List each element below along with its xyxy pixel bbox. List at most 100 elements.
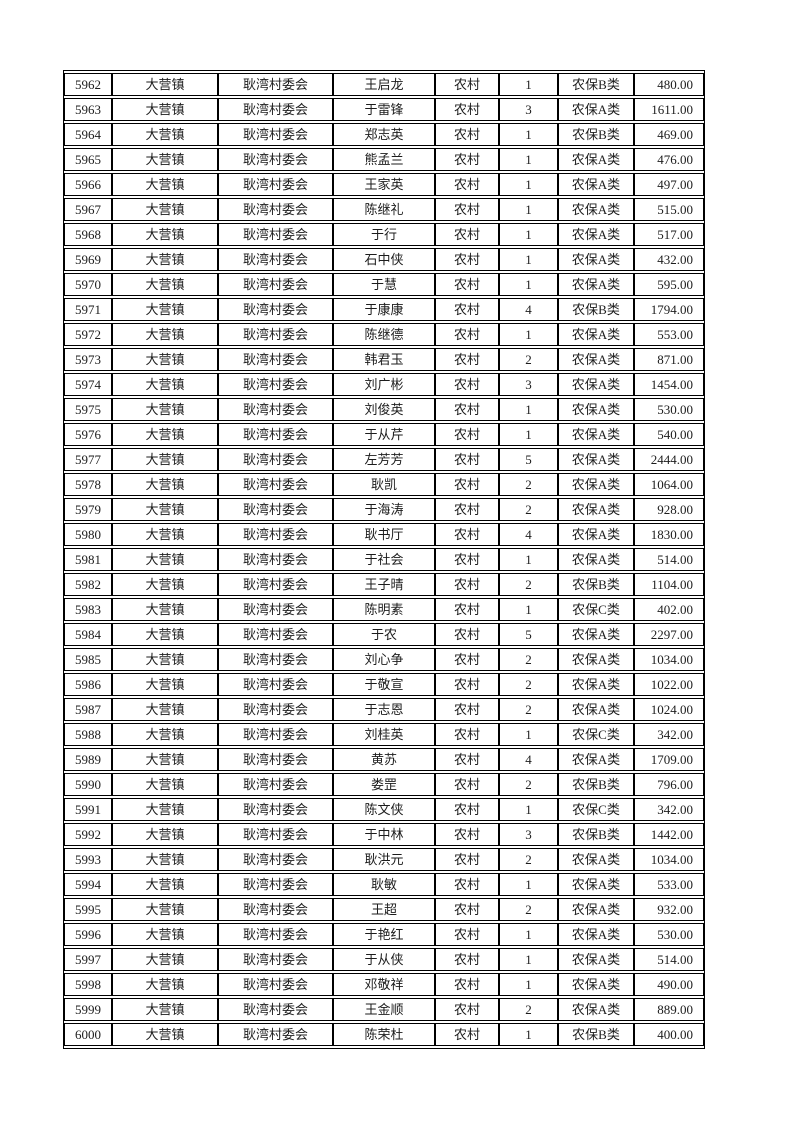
cell-town: 大营镇: [112, 223, 218, 246]
cell-village-committee: 耿湾村委会: [218, 873, 333, 896]
cell-town: 大营镇: [112, 923, 218, 946]
cell-insurance-category: 农保A类: [558, 873, 634, 896]
cell-insurance-category: 农保B类: [558, 823, 634, 846]
cell-insurance-category: 农保A类: [558, 373, 634, 396]
cell-person-count: 1: [499, 123, 558, 146]
cell-person-name: 于社会: [333, 548, 435, 571]
cell-person-name: 于农: [333, 623, 435, 646]
cell-village-committee: 耿湾村委会: [218, 198, 333, 221]
cell-person-count: 1: [499, 423, 558, 446]
cell-household-type: 农村: [435, 248, 499, 271]
cell-household-type: 农村: [435, 423, 499, 446]
cell-person-name: 陈继礼: [333, 198, 435, 221]
cell-person-name: 刘心争: [333, 648, 435, 671]
cell-person-count: 4: [499, 523, 558, 546]
cell-insurance-category: 农保A类: [558, 198, 634, 221]
cell-person-count: 1: [499, 723, 558, 746]
cell-household-type: 农村: [435, 123, 499, 146]
cell-household-type: 农村: [435, 873, 499, 896]
cell-person-count: 1: [499, 798, 558, 821]
table-row: 5979 大营镇 耿湾村委会 于海涛 农村 2 农保A类 928.00: [64, 498, 704, 521]
cell-town: 大营镇: [112, 848, 218, 871]
cell-sequence-number: 5990: [64, 773, 112, 796]
cell-person-name: 陈荣杜: [333, 1023, 435, 1046]
cell-person-name: 娄罡: [333, 773, 435, 796]
cell-amount: 490.00: [634, 973, 704, 996]
table-row: 5964 大营镇 耿湾村委会 郑志英 农村 1 农保B类 469.00: [64, 123, 704, 146]
cell-village-committee: 耿湾村委会: [218, 298, 333, 321]
cell-person-name: 王启龙: [333, 73, 435, 96]
cell-person-name: 左芳芳: [333, 448, 435, 471]
cell-household-type: 农村: [435, 448, 499, 471]
cell-household-type: 农村: [435, 173, 499, 196]
cell-insurance-category: 农保A类: [558, 98, 634, 121]
cell-person-count: 4: [499, 298, 558, 321]
cell-village-committee: 耿湾村委会: [218, 273, 333, 296]
cell-sequence-number: 5999: [64, 998, 112, 1021]
cell-village-committee: 耿湾村委会: [218, 773, 333, 796]
cell-amount: 1034.00: [634, 848, 704, 871]
cell-insurance-category: 农保A类: [558, 748, 634, 771]
cell-amount: 540.00: [634, 423, 704, 446]
cell-insurance-category: 农保A类: [558, 423, 634, 446]
table-row: 5984 大营镇 耿湾村委会 于农 农村 5 农保A类 2297.00: [64, 623, 704, 646]
cell-person-name: 耿书厅: [333, 523, 435, 546]
table-row: 5985 大营镇 耿湾村委会 刘心争 农村 2 农保A类 1034.00: [64, 648, 704, 671]
cell-town: 大营镇: [112, 523, 218, 546]
cell-town: 大营镇: [112, 1023, 218, 1046]
table-row: 5974 大营镇 耿湾村委会 刘广彬 农村 3 农保A类 1454.00: [64, 373, 704, 396]
cell-sequence-number: 5991: [64, 798, 112, 821]
cell-person-count: 5: [499, 448, 558, 471]
cell-amount: 1064.00: [634, 473, 704, 496]
cell-town: 大营镇: [112, 973, 218, 996]
cell-amount: 342.00: [634, 723, 704, 746]
table-row: 6000 大营镇 耿湾村委会 陈荣杜 农村 1 农保B类 400.00: [64, 1023, 704, 1046]
cell-amount: 517.00: [634, 223, 704, 246]
cell-insurance-category: 农保A类: [558, 848, 634, 871]
cell-household-type: 农村: [435, 98, 499, 121]
cell-person-count: 2: [499, 348, 558, 371]
cell-town: 大营镇: [112, 498, 218, 521]
cell-person-name: 石中侠: [333, 248, 435, 271]
cell-household-type: 农村: [435, 573, 499, 596]
table-row: 5986 大营镇 耿湾村委会 于敬宣 农村 2 农保A类 1022.00: [64, 673, 704, 696]
cell-insurance-category: 农保A类: [558, 948, 634, 971]
cell-insurance-category: 农保A类: [558, 898, 634, 921]
cell-amount: 1022.00: [634, 673, 704, 696]
cell-village-committee: 耿湾村委会: [218, 498, 333, 521]
cell-village-committee: 耿湾村委会: [218, 248, 333, 271]
cell-household-type: 农村: [435, 598, 499, 621]
table-row: 5968 大营镇 耿湾村委会 于行 农村 1 农保A类 517.00: [64, 223, 704, 246]
cell-town: 大营镇: [112, 623, 218, 646]
cell-household-type: 农村: [435, 348, 499, 371]
cell-village-committee: 耿湾村委会: [218, 673, 333, 696]
cell-person-name: 于中林: [333, 823, 435, 846]
cell-village-committee: 耿湾村委会: [218, 148, 333, 171]
cell-town: 大营镇: [112, 473, 218, 496]
cell-village-committee: 耿湾村委会: [218, 73, 333, 96]
cell-person-name: 刘俊英: [333, 398, 435, 421]
cell-person-name: 于从侠: [333, 948, 435, 971]
cell-town: 大营镇: [112, 198, 218, 221]
cell-person-name: 韩君玉: [333, 348, 435, 371]
cell-sequence-number: 5975: [64, 398, 112, 421]
cell-insurance-category: 农保B类: [558, 73, 634, 96]
cell-town: 大营镇: [112, 948, 218, 971]
cell-sequence-number: 5976: [64, 423, 112, 446]
cell-town: 大营镇: [112, 273, 218, 296]
cell-insurance-category: 农保A类: [558, 323, 634, 346]
cell-village-committee: 耿湾村委会: [218, 948, 333, 971]
cell-person-count: 1: [499, 73, 558, 96]
cell-person-count: 1: [499, 173, 558, 196]
cell-person-count: 1: [499, 248, 558, 271]
cell-household-type: 农村: [435, 198, 499, 221]
table-row: 5971 大营镇 耿湾村委会 于康康 农村 4 农保B类 1794.00: [64, 298, 704, 321]
cell-amount: 1442.00: [634, 823, 704, 846]
cell-amount: 1611.00: [634, 98, 704, 121]
cell-sequence-number: 5974: [64, 373, 112, 396]
cell-amount: 2444.00: [634, 448, 704, 471]
cell-household-type: 农村: [435, 923, 499, 946]
cell-person-count: 2: [499, 473, 558, 496]
table-row: 5962 大营镇 耿湾村委会 王启龙 农村 1 农保B类 480.00: [64, 73, 704, 96]
pension-roster-table: 5962 大营镇 耿湾村委会 王启龙 农村 1 农保B类 480.00 5963 大营镇 耿湾村委会…: [63, 70, 705, 1049]
